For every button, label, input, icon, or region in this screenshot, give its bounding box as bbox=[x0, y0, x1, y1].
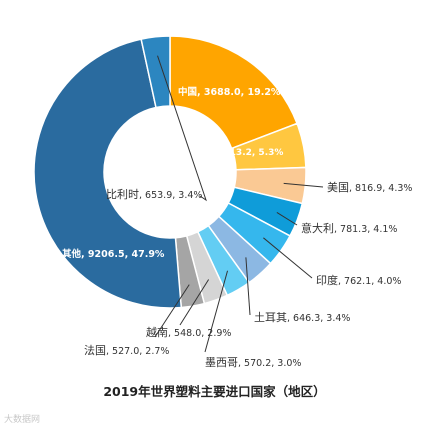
slice-label: 法国, 527.0, 2.7% bbox=[84, 343, 169, 357]
leader-line bbox=[245, 257, 251, 316]
leader-line bbox=[283, 182, 324, 188]
leader-line bbox=[263, 237, 313, 279]
slice-label: 印度, 762.1, 4.0% bbox=[316, 273, 401, 287]
leader-line bbox=[276, 211, 298, 226]
slice-label: 墨西哥, 570.2, 3.0% bbox=[205, 356, 301, 369]
donut-slice bbox=[169, 35, 299, 150]
leader-line bbox=[157, 55, 207, 202]
slice-label: 比利时, 653.9, 3.4% bbox=[106, 188, 202, 201]
donut-slice bbox=[33, 38, 183, 309]
slice-label: 土耳其, 646.3, 3.4% bbox=[254, 311, 350, 324]
slice-label: 德国, 1013.2, 5.3% bbox=[193, 146, 284, 158]
slice-label: 中国, 3688.0, 19.2% bbox=[178, 86, 281, 98]
donut-slice bbox=[140, 35, 171, 109]
leader-line bbox=[204, 270, 229, 353]
slice-label: 越南, 548.0, 2.9% bbox=[146, 325, 231, 339]
slice-label: 其他, 9206.5, 47.9% bbox=[62, 248, 165, 260]
chart-title: 2019年世界塑料主要进口国家（地区） bbox=[103, 384, 326, 399]
leader-line bbox=[154, 284, 190, 338]
slice-label: 意大利, 781.3, 4.1% bbox=[301, 221, 397, 235]
slice-label: 美国, 816.9, 4.3% bbox=[327, 181, 412, 194]
leader-line bbox=[179, 279, 210, 326]
watermark: 大数据网 bbox=[4, 415, 41, 425]
